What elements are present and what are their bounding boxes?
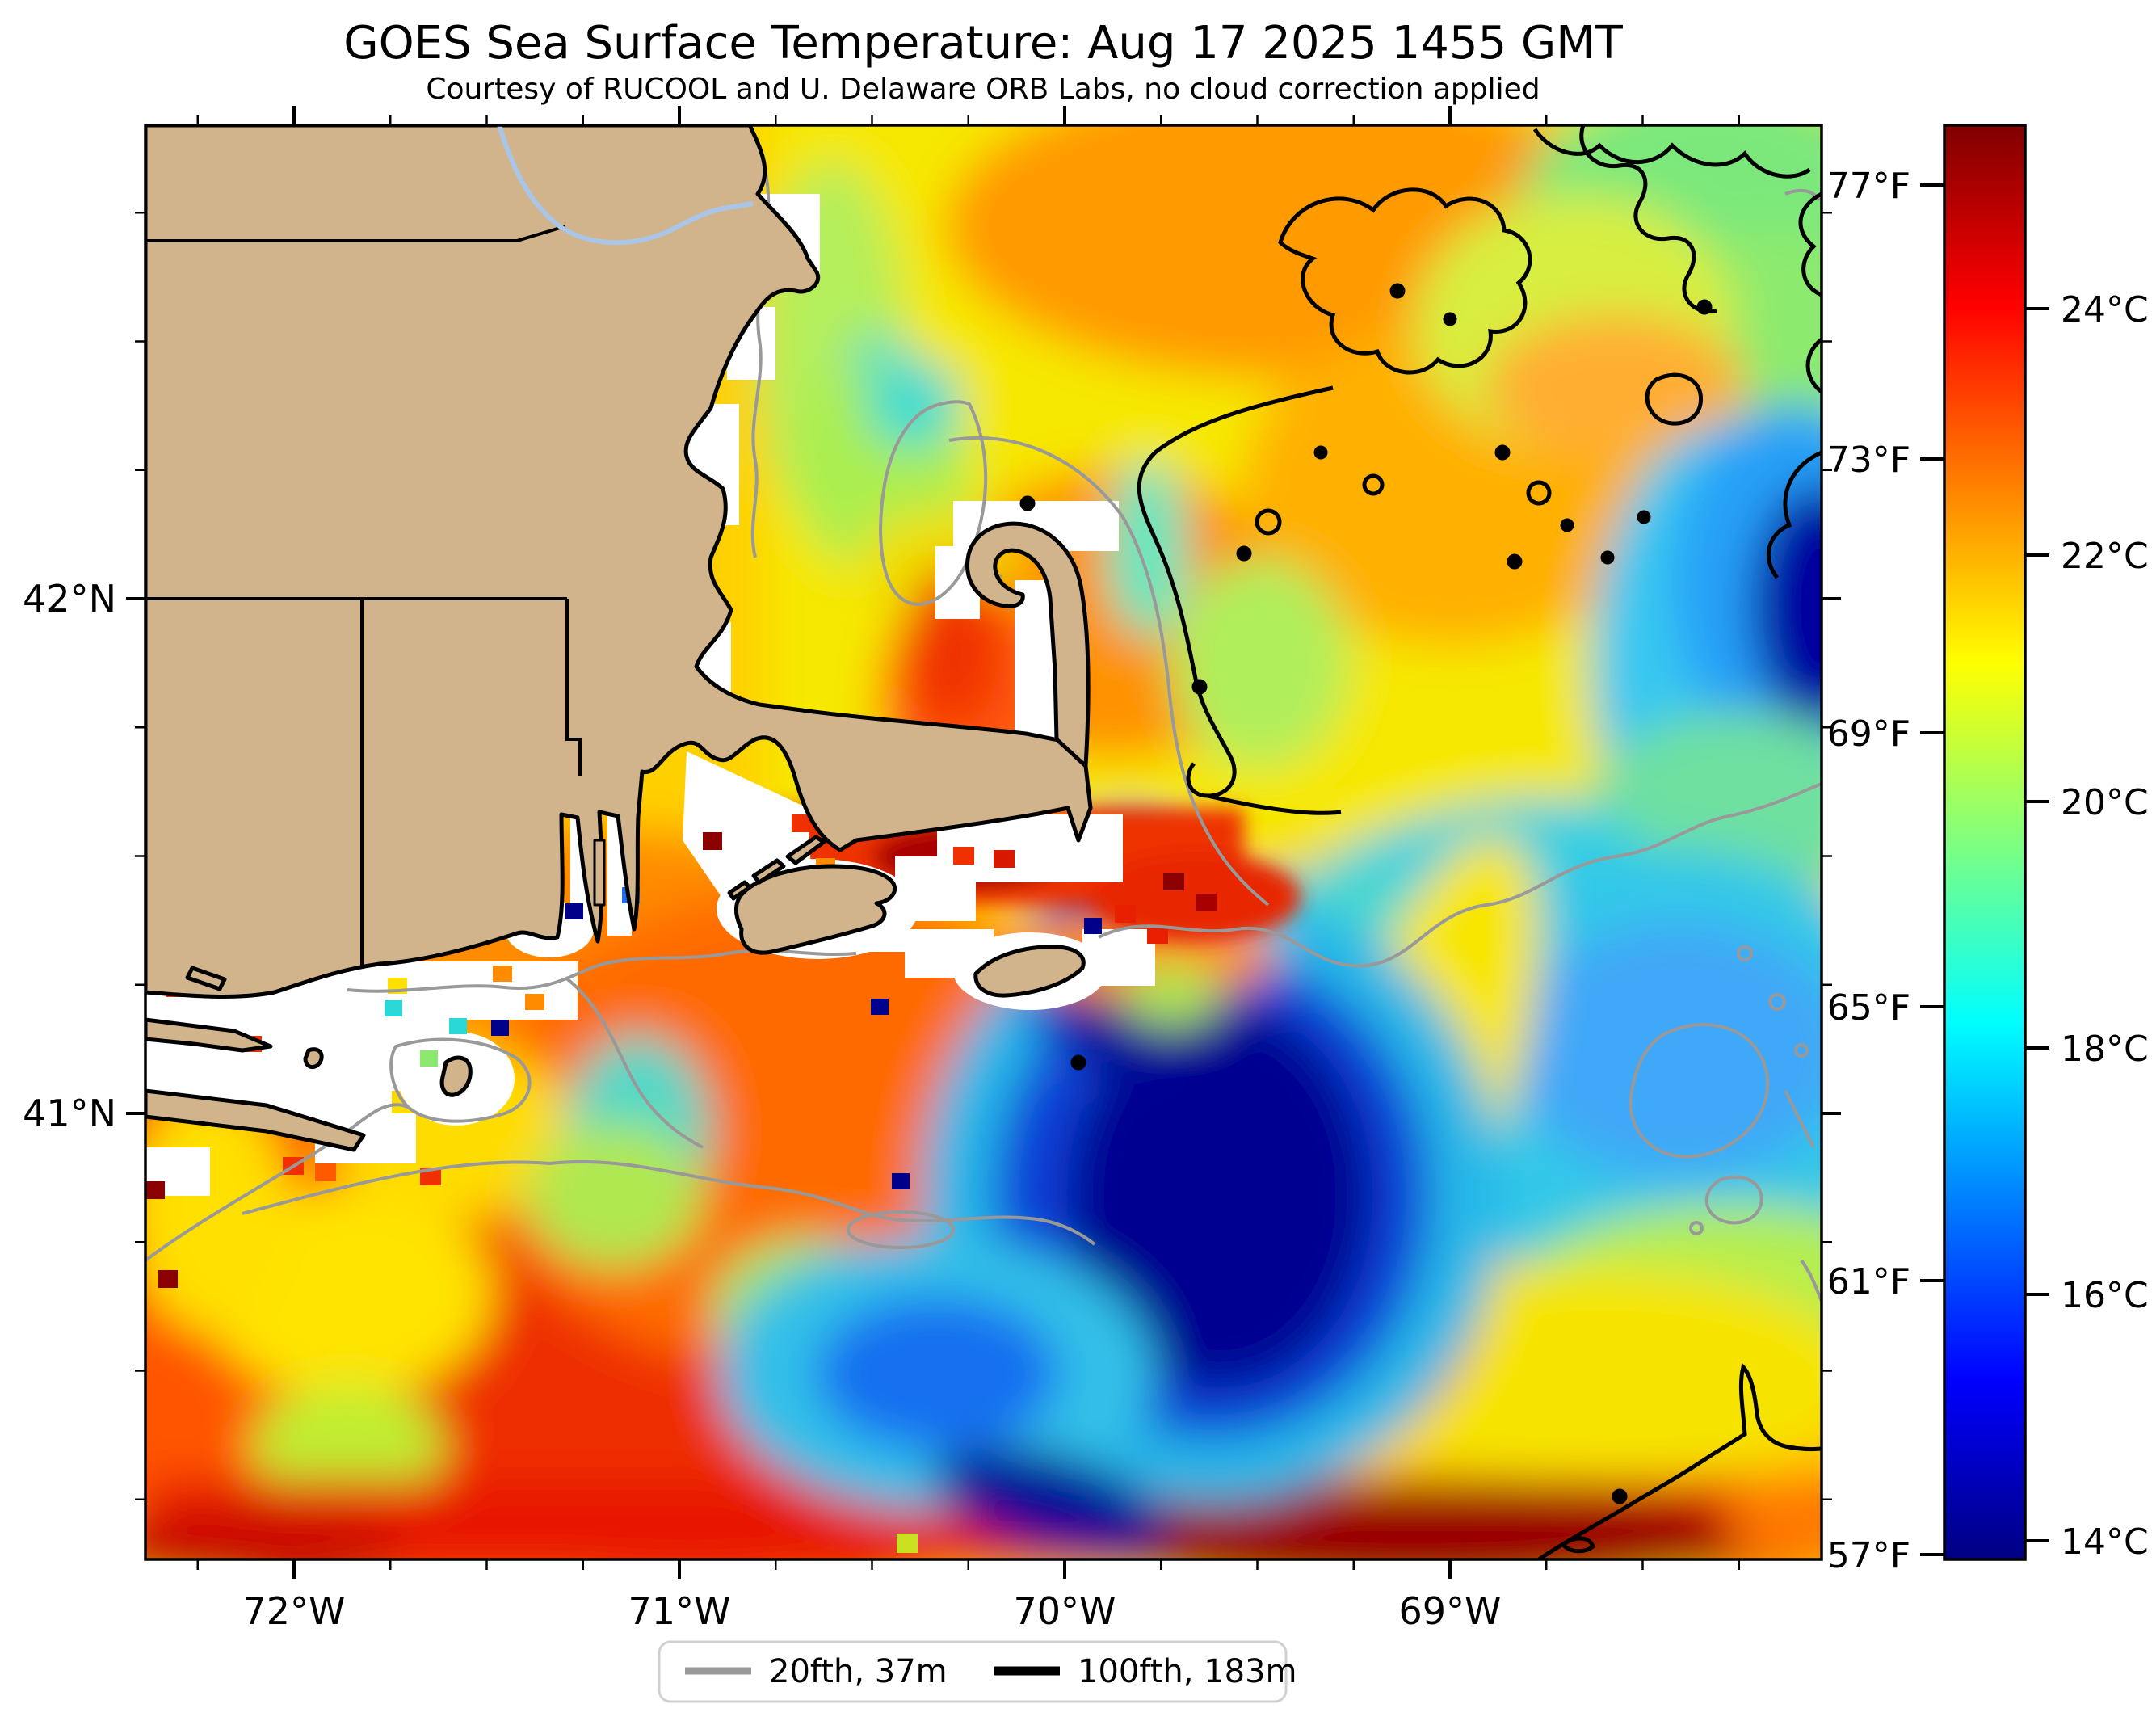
- cbar-f-label: 61°F: [1827, 1261, 1910, 1302]
- narragansett-islet: [593, 839, 606, 907]
- elizabeth-islands: [727, 835, 826, 901]
- cbar-f-label: 73°F: [1827, 440, 1910, 481]
- x-tick-label: 72°W: [242, 1589, 345, 1633]
- colorbar-fahrenheit-ticks: 77°F 73°F 69°F 65°F 61°F 57°F: [1827, 166, 1944, 1576]
- legend-box: [658, 1640, 1288, 1703]
- fishers-island: [185, 966, 227, 991]
- colorbar: 77°F 73°F 69°F 65°F 61°F 57°F 24°C 22°C 20°C 18°…: [1827, 124, 2149, 1576]
- plot-title: GOES Sea Surface Temperature: Aug 17 202…: [343, 17, 1623, 69]
- marthas-vineyard: [734, 864, 897, 955]
- cbar-f-label: 65°F: [1827, 987, 1910, 1029]
- x-axis-ticks: 72°W 71°W 70°W 69°W: [196, 106, 1740, 1633]
- cbar-c-label: 18°C: [2061, 1029, 2149, 1070]
- cbar-c-label: 14°C: [2061, 1521, 2149, 1563]
- contours-100fth: [1019, 125, 1822, 1559]
- x-tick-label: 69°W: [1398, 1589, 1501, 1633]
- ma-nh-border: [145, 225, 566, 242]
- map-frame: [144, 124, 1823, 1561]
- y-tick-label: 42°N: [23, 577, 116, 621]
- colorbar-celsius-ticks: 24°C 22°C 20°C 18°C 16°C 14°C: [2025, 289, 2149, 1563]
- long-island-south-fork: [145, 1088, 366, 1152]
- cape-cod-forearm: [965, 521, 1091, 768]
- legend-label-20fth: 20fth, 37m: [769, 1653, 948, 1690]
- legend-label-100fth: 100fth, 183m: [1078, 1653, 1297, 1690]
- cbar-c-label: 20°C: [2061, 782, 2149, 823]
- y-axis-ticks: 42°N 41°N: [23, 212, 1841, 1500]
- cbar-f-label: 77°F: [1827, 166, 1910, 207]
- x-tick-label: 71°W: [628, 1589, 730, 1633]
- gardiners-island: [303, 1047, 324, 1070]
- colorbar-gradient: [1943, 124, 2027, 1561]
- cbar-c-label: 16°C: [2061, 1275, 2149, 1316]
- cbar-f-label: 57°F: [1827, 1535, 1910, 1576]
- y-tick-label: 41°N: [23, 1092, 116, 1135]
- land: [145, 125, 1093, 1152]
- mainland-and-cape-cod: [145, 125, 1093, 999]
- depth-legend: 20fth, 37m 100fth, 183m: [658, 1640, 1297, 1703]
- ri-ma-border: [565, 599, 582, 776]
- cbar-f-label: 69°F: [1827, 713, 1910, 755]
- cbar-c-label: 22°C: [2061, 536, 2149, 577]
- plot-subtitle: Courtesy of RUCOOL and U. Delaware ORB L…: [426, 73, 1540, 106]
- x-tick-label: 70°W: [1013, 1589, 1116, 1633]
- block-island: [439, 1055, 473, 1097]
- merrimack-river: [497, 125, 754, 246]
- state-borders: [145, 225, 582, 966]
- long-island-north-fork: [145, 1017, 273, 1053]
- nantucket: [973, 945, 1086, 998]
- cbar-c-label: 24°C: [2061, 289, 2149, 330]
- map-area: [145, 125, 1822, 1559]
